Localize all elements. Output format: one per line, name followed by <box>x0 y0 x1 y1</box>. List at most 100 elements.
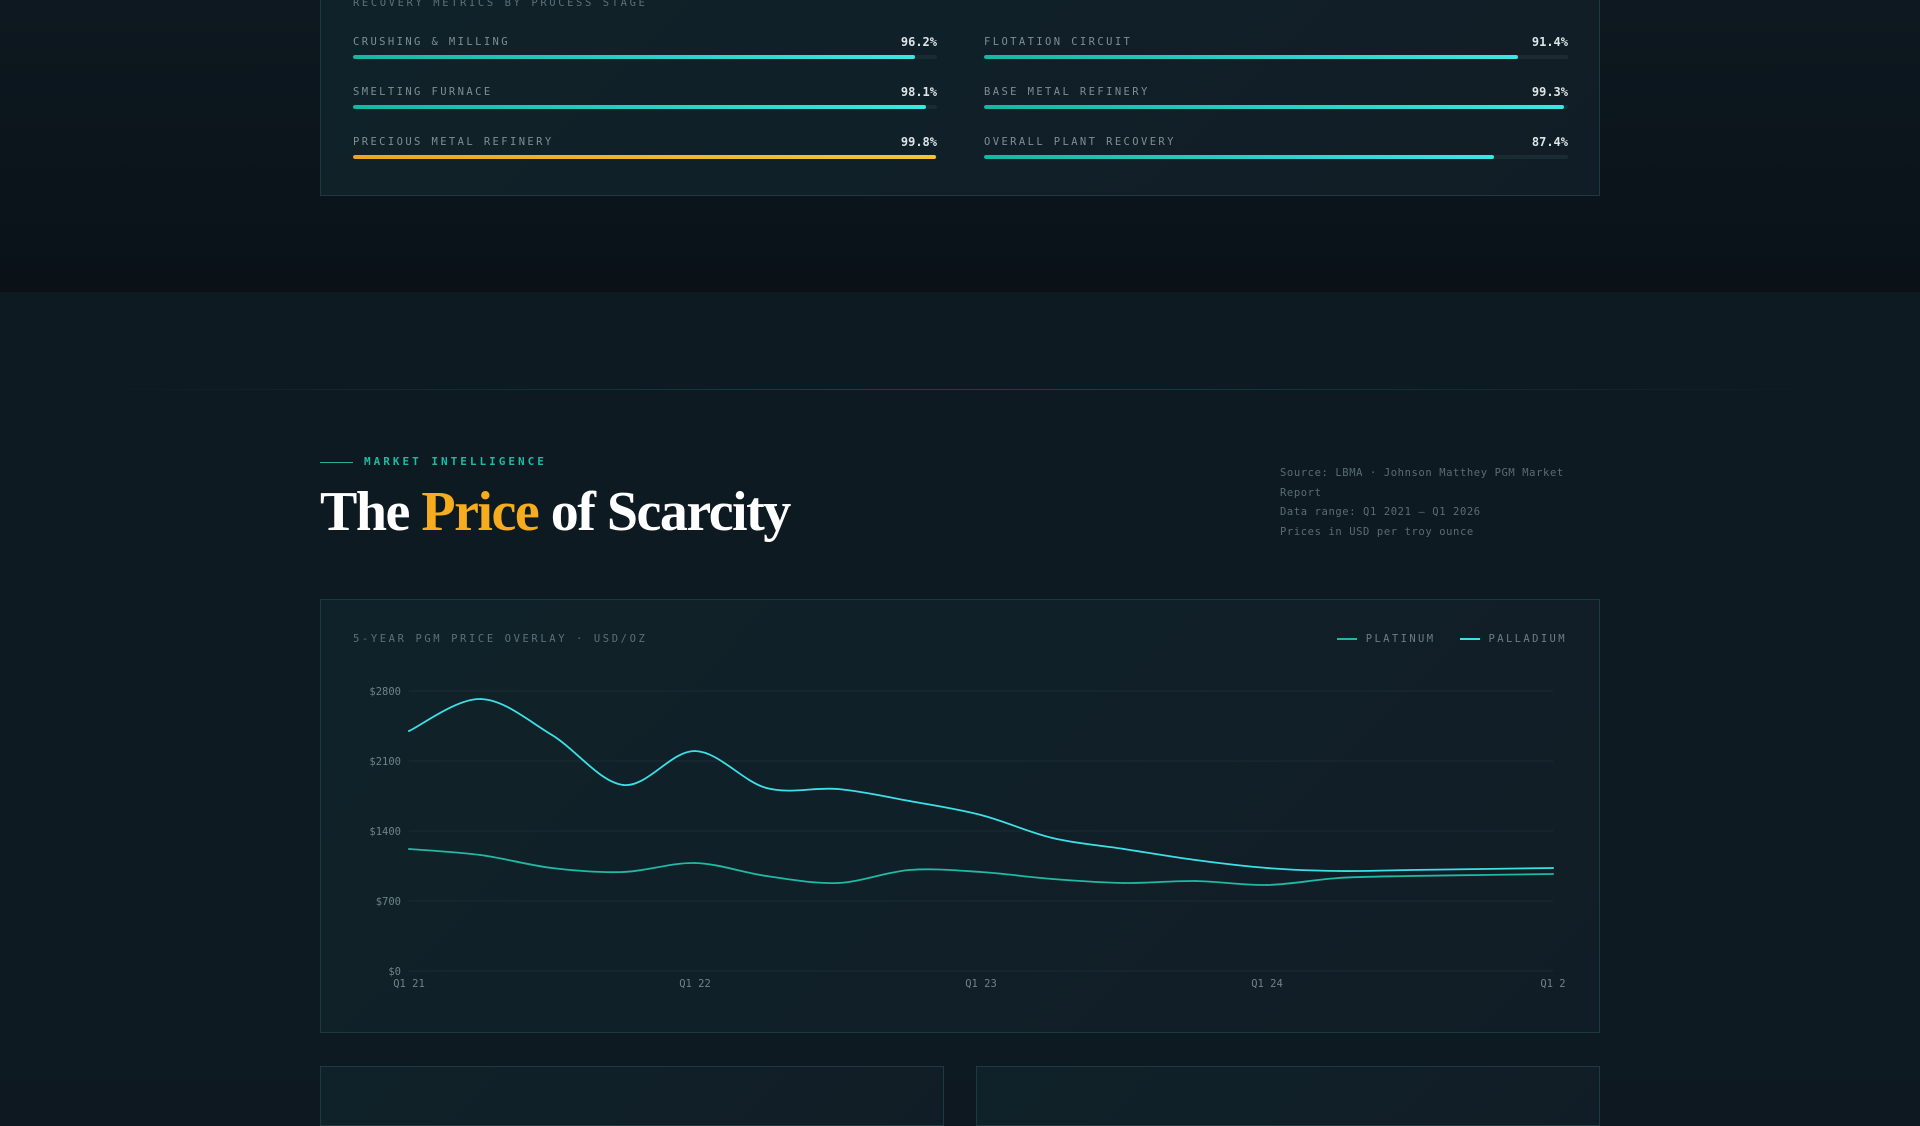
metric-smelting-furnace: SMELTING FURNACE 98.1% <box>353 85 937 126</box>
section-eyebrow: MARKET INTELLIGENCE <box>364 455 547 468</box>
data-point-palladium <box>980 814 982 816</box>
metric-value: 98.1% <box>900 85 937 99</box>
recovery-metrics-card: RECOVERY METRICS BY PROCESS STAGE CRUSHI… <box>320 0 1600 196</box>
data-point-palladium <box>1337 870 1340 872</box>
y-tick-label: $0 <box>388 966 401 978</box>
metric-flotation-circuit: FLOTATION CIRCUIT 91.4% <box>984 35 1568 76</box>
legend-label: PLATINUM <box>1365 633 1436 645</box>
source-note: Source: LBMA · Johnson Matthey PGM Marke… <box>1280 464 1590 542</box>
data-point-platinum <box>1051 878 1054 880</box>
title-lead: The <box>320 481 422 543</box>
data-point-platinum <box>1337 877 1340 879</box>
y-tick-label: $2800 <box>369 686 401 698</box>
x-tick-label: Q1 2 <box>1540 978 1565 990</box>
source-line: Report <box>1280 486 1322 499</box>
metric-value: 87.4% <box>1531 135 1568 149</box>
metric-crushing-milling: CRUSHING & MILLING 96.2% <box>353 35 937 76</box>
data-point-platinum <box>479 854 482 856</box>
data-point-platinum <box>551 867 553 869</box>
y-tick-label: $700 <box>376 896 401 908</box>
metric-value: 99.3% <box>1531 85 1568 99</box>
data-point-palladium <box>1194 859 1197 861</box>
data-point-platinum <box>408 848 410 850</box>
progress-fill <box>353 55 915 59</box>
x-tick-label: Q1 23 <box>965 978 997 990</box>
lower-card-left <box>320 1066 944 1126</box>
data-point-palladium <box>1123 848 1125 850</box>
metric-value: 96.2% <box>900 35 937 49</box>
source-line: Data range: Q1 2021 – Q1 2026 <box>1280 506 1481 518</box>
series-line-platinum <box>408 848 1554 886</box>
data-point-platinum <box>1123 882 1125 884</box>
progress-track <box>984 55 1568 59</box>
data-point-palladium <box>1051 837 1054 839</box>
data-point-platinum <box>908 869 911 871</box>
legend-swatch <box>1459 638 1480 640</box>
y-tick-label: $1400 <box>369 826 401 838</box>
data-point-palladium <box>765 787 768 789</box>
progress-track <box>984 105 1568 109</box>
metric-precious-metal-refinery: PRECIOUS METAL REFINERY 99.8% <box>353 135 937 176</box>
chart-legend: PLATINUM PALLADIUM <box>1336 633 1568 645</box>
x-tick-label: Q1 24 <box>1251 978 1283 990</box>
metric-overall-plant-recovery: OVERALL PLANT RECOVERY 87.4% <box>984 135 1568 176</box>
progress-fill <box>984 105 1564 109</box>
progress-track <box>984 155 1568 159</box>
legend-item-palladium: PALLADIUM <box>1459 633 1568 645</box>
title-accent: Price <box>421 481 539 543</box>
legend-swatch <box>1336 638 1357 640</box>
metric-value: 91.4% <box>1531 35 1568 49</box>
legend-item-platinum: PLATINUM <box>1336 633 1436 645</box>
x-tick-label: Q1 22 <box>679 978 711 990</box>
data-point-platinum <box>837 882 839 884</box>
data-point-palladium <box>622 784 625 786</box>
title-tail: of Scarcity <box>538 481 792 543</box>
progress-fill <box>353 105 926 109</box>
eyebrow-rule <box>320 462 353 463</box>
series-line-palladium <box>408 698 1554 872</box>
price-line-chart: $0 $700 $1400 $2100 $2800 Q1 21 Q1 22 Q1 23 Q1 2… <box>369 686 1565 990</box>
data-point-platinum <box>622 871 625 873</box>
progress-track <box>353 105 937 109</box>
section-divider <box>0 389 1920 390</box>
progress-track <box>353 55 937 59</box>
metric-value: 99.8% <box>900 135 937 149</box>
data-point-platinum <box>1552 873 1554 875</box>
data-point-platinum <box>1409 875 1411 877</box>
metric-label: BASE METAL REFINERY <box>984 86 1150 98</box>
source-line: Prices in USD per troy ounce <box>1280 525 1474 538</box>
lower-card-right <box>976 1066 1600 1126</box>
metric-label: OVERALL PLANT RECOVERY <box>984 136 1176 148</box>
progress-fill <box>984 55 1518 59</box>
recovery-card-caption: RECOVERY METRICS BY PROCESS STAGE <box>353 0 648 9</box>
data-point-platinum <box>1266 884 1268 886</box>
metric-base-metal-refinery: BASE METAL REFINERY 99.3% <box>984 85 1568 126</box>
data-point-palladium <box>694 750 696 752</box>
data-point-platinum <box>1480 874 1483 876</box>
progress-fill <box>984 155 1495 159</box>
data-point-platinum <box>1194 880 1197 882</box>
data-point-palladium <box>479 698 482 700</box>
data-point-palladium <box>408 730 410 732</box>
metric-label: CRUSHING & MILLING <box>353 36 510 48</box>
data-point-palladium <box>1552 867 1554 869</box>
x-tick-label: Q1 21 <box>393 978 425 990</box>
progress-track <box>353 155 937 159</box>
source-line: Source: LBMA · Johnson Matthey PGM Marke… <box>1280 467 1564 479</box>
data-point-palladium <box>551 734 553 736</box>
section-title: The Price of Scarcity <box>320 480 792 544</box>
data-point-palladium <box>837 788 839 790</box>
data-point-palladium <box>1266 867 1268 869</box>
price-chart-card: $0 $700 $1400 $2100 $2800 Q1 21 Q1 22 Q1 23 Q1 2… <box>320 599 1600 1033</box>
data-point-platinum <box>765 875 768 877</box>
metric-label: FLOTATION CIRCUIT <box>984 36 1133 48</box>
data-point-palladium <box>1480 868 1483 870</box>
data-point-palladium <box>1409 869 1411 871</box>
chart-caption: 5-YEAR PGM PRICE OVERLAY · USD/OZ <box>353 633 648 645</box>
data-point-platinum <box>980 871 982 873</box>
y-tick-label: $2100 <box>369 756 401 768</box>
metric-label: PRECIOUS METAL REFINERY <box>353 136 554 148</box>
metric-label: SMELTING FURNACE <box>353 86 493 98</box>
data-point-palladium <box>908 800 911 802</box>
data-point-platinum <box>694 862 696 864</box>
